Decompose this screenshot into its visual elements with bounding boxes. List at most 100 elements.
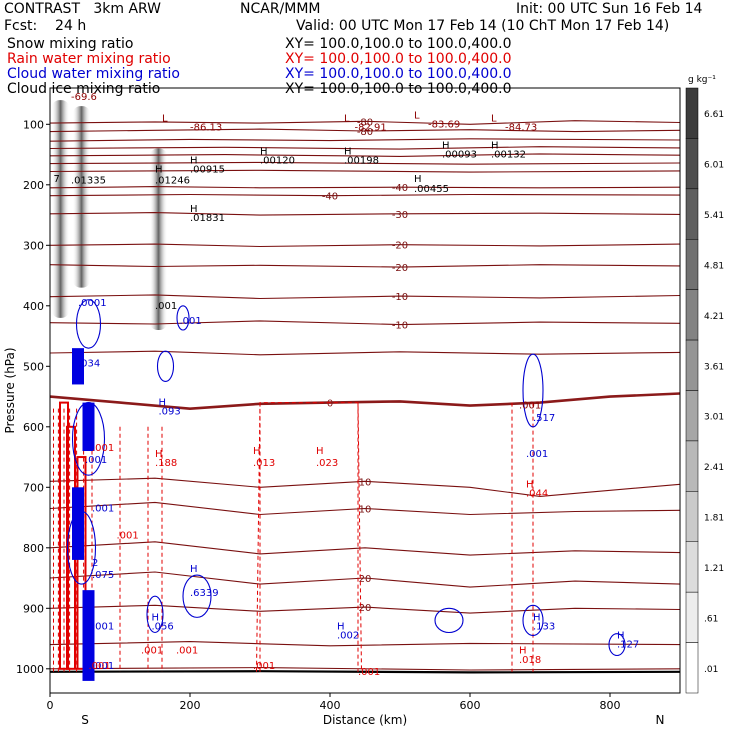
temperature-contour-14: [49, 350, 681, 356]
extremum-label-6: -83.69: [428, 119, 460, 130]
y-axis-label: Pressure (hPa): [3, 347, 17, 433]
y-tick-label-6: 700: [23, 481, 44, 494]
colorbar-swatch-1: [685, 138, 699, 190]
extremum-label-35: 2: [92, 558, 98, 569]
extremum-label-30: .034: [78, 358, 100, 369]
temperature-contour-19: [49, 604, 681, 614]
x-tick-label-0: 0: [47, 699, 54, 712]
extremum-label-2: -86.13: [190, 122, 222, 133]
colorbar-label-7: 2.41: [704, 463, 724, 473]
colorbar-swatch-5: [685, 339, 699, 391]
extremum-label-19: 7: [54, 174, 60, 185]
rain-contour-dome: [256, 402, 362, 672]
temperature-contour-6: [49, 169, 681, 173]
extremum-label-21: H: [155, 165, 163, 176]
field-xy-cloud-ice: XY= 100.0,100.0 to 100.0,400.0: [285, 81, 512, 97]
extremum-label-60: .044: [526, 488, 548, 499]
field-label-cloud-water: Cloud water mixing ratio: [7, 66, 180, 82]
extremum-label-1: L: [162, 113, 168, 124]
extremum-label-13: H: [344, 147, 352, 158]
cloud-water-core-1: [82, 402, 95, 451]
y-tick-label-5: 600: [23, 421, 44, 434]
extremum-label-9: H: [190, 156, 198, 167]
field-xy-rain: XY= 100.0,100.0 to 100.0,400.0: [285, 51, 512, 67]
cloud-water-contour-9: [522, 353, 544, 428]
plot-frame: [49, 87, 681, 694]
extremum-label-34: .001: [92, 504, 114, 515]
extremum-label-43: H: [337, 621, 345, 632]
temperature-contour-20: [49, 641, 681, 647]
extremum-label-16: .00093: [442, 150, 477, 161]
temperature-contour-13: [49, 320, 681, 326]
colorbar-swatch-7: [685, 440, 699, 492]
colorbar-label-1: 6.01: [704, 161, 724, 171]
extremum-label-11: H: [260, 147, 268, 158]
extremum-label-28: .0001: [78, 298, 107, 309]
colorbar-swatch-10: [685, 591, 699, 643]
snow-shading: [51, 100, 168, 330]
colorbar-unit: g kg⁻¹: [688, 75, 716, 85]
extremum-label-23: H: [190, 204, 198, 215]
y-tick-label-2: 300: [23, 239, 44, 252]
extremum-label-66: .001: [358, 667, 380, 678]
temperature-contour-label-8: -40: [322, 192, 338, 203]
temperature-contour-9: [49, 212, 681, 216]
extremum-label-36: .075: [92, 570, 114, 581]
field-label-snow: Snow mixing ratio: [7, 36, 134, 52]
extremum-label-68: .018: [519, 655, 541, 666]
extremum-label-54: .188: [155, 458, 177, 469]
x-tick-label-2: 400: [320, 699, 341, 712]
endpoint-label-left: S: [81, 713, 89, 727]
cloud-water-contour-10: [608, 633, 626, 657]
forecast-hour: Fcst: 24 h: [4, 18, 87, 34]
extremum-label-17: H: [491, 141, 499, 152]
cloud-water-contour-6: [146, 595, 164, 634]
colorbar-label-0: 6.61: [704, 110, 724, 120]
temperature-contour-label-19: 20: [359, 603, 372, 614]
extremum-label-63: .001: [141, 646, 163, 657]
temperature-contour-label-7: -40: [392, 183, 408, 194]
temperature-contour-label-9: -30: [392, 210, 408, 221]
temperature-contour-8: [49, 193, 681, 197]
extremum-label-52: .001: [92, 443, 114, 454]
colorbar-swatch-9: [685, 541, 699, 593]
cloud-water-contour-5: [182, 574, 212, 618]
colorbar-label-2: 5.41: [704, 211, 724, 221]
y-tick-label-8: 900: [23, 602, 44, 615]
extremum-label-15: H: [442, 141, 450, 152]
field-xy-snow: XY= 100.0,100.0 to 100.0,400.0: [285, 36, 512, 52]
extremum-label-53: H: [155, 449, 163, 460]
y-tick-label-4: 500: [23, 360, 44, 373]
extremum-label-58: .023: [316, 458, 338, 469]
surface-line-path: [49, 670, 681, 674]
extremum-label-5: L: [414, 110, 420, 121]
extremum-label-44: .002: [337, 631, 359, 642]
extremum-label-50: .001: [526, 449, 548, 460]
extremum-label-24: .01831: [190, 213, 225, 224]
extremum-label-48: .127: [617, 640, 639, 651]
extremum-label-32: .093: [159, 407, 181, 418]
snow-shading-column-1: [72, 106, 91, 288]
endpoint-label-right: N: [656, 713, 665, 727]
y-tick-label-9: 1000: [16, 663, 44, 676]
extremum-label-27: .001: [155, 301, 177, 312]
extremum-label-41: .001: [92, 621, 114, 632]
temperature-contour-1: [49, 128, 681, 133]
field-xy-cloud-water: XY= 100.0,100.0 to 100.0,400.0: [285, 66, 512, 82]
snow-shading-column-2: [149, 148, 168, 330]
y-tick-label-3: 400: [23, 300, 44, 313]
colorbar-label-5: 3.61: [704, 362, 724, 372]
colorbar-label-8: 1.81: [704, 514, 724, 524]
colorbar-swatch-6: [685, 390, 699, 442]
cloud-water-contour-3: [156, 350, 175, 382]
snow-shading-column-0: [51, 100, 70, 318]
temperature-contour-2: [49, 138, 681, 142]
contour-extrema-labels: -69.6L-86.13L-82.91L-83.69L-84.73H.00915…: [54, 92, 640, 678]
cloud-water-contours: [66, 299, 626, 681]
temperature-contour-10: [49, 243, 681, 248]
extremum-label-55: H: [253, 446, 261, 457]
model-title: CONTRAST 3km ARW: [4, 1, 162, 17]
extremum-label-40: .056: [152, 621, 174, 632]
colorbar-swatch-3: [685, 239, 699, 290]
